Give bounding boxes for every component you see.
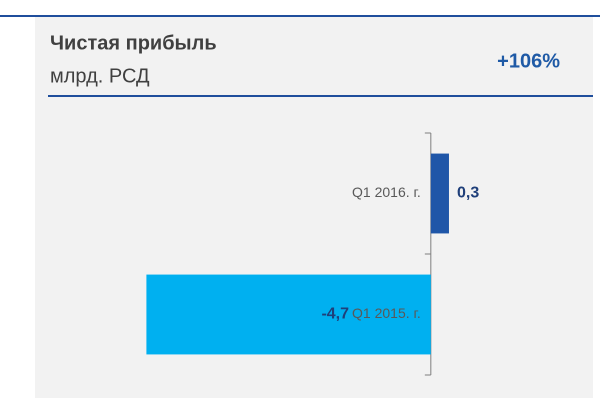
value-label: 0,3 [457,185,479,202]
annotation: +106% [497,50,560,72]
category-label: Q1 2015. г. [352,305,421,321]
bar [430,153,449,234]
value-label: -4,7 [321,306,349,323]
category-label: Q1 2016. г. [352,184,421,200]
chart-subtitle: млрд. РСД [50,65,150,87]
bar [146,274,431,355]
chart-title: Чистая прибыль [50,32,217,54]
